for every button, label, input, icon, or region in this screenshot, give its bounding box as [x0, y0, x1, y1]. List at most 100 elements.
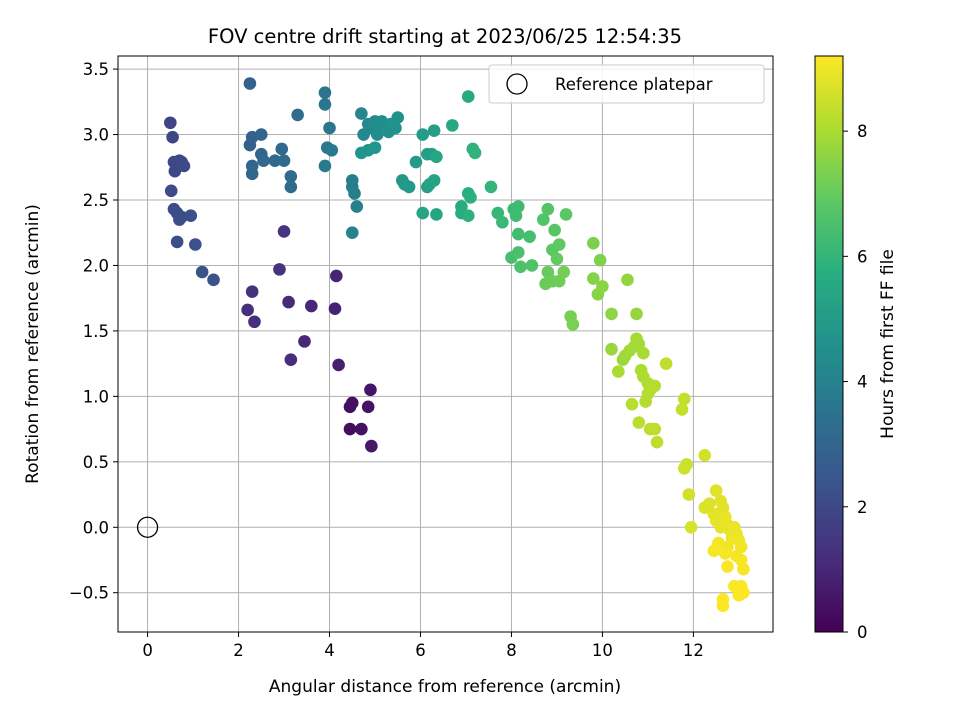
data-point: [402, 180, 416, 194]
data-point: [189, 238, 202, 251]
data-point: [391, 111, 405, 124]
colorbar: [814, 55, 844, 633]
data-point: [318, 86, 332, 99]
data-point: [550, 252, 564, 266]
data-point: [305, 299, 318, 313]
data-point: [721, 560, 734, 573]
data-point: [678, 392, 691, 406]
data-point: [318, 98, 332, 111]
data-point: [318, 159, 332, 173]
data-point: [170, 235, 184, 249]
data-point: [621, 273, 634, 287]
data-point: [625, 397, 639, 411]
data-point: [737, 562, 750, 576]
data-point: [284, 170, 298, 183]
data-point: [284, 353, 298, 367]
data-point: [536, 213, 550, 226]
x-tick-label: 8: [506, 641, 517, 660]
data-point: [328, 302, 342, 315]
data-point: [548, 223, 561, 237]
data-point: [345, 226, 359, 240]
y-axis-label: Rotation from reference (arcmin): [23, 204, 43, 484]
data-point: [291, 108, 304, 122]
y-tick-label: 1.5: [83, 322, 109, 341]
data-point: [277, 154, 291, 168]
data-point: [345, 396, 359, 410]
chart-title: FOV centre drift starting at 2023/06/25 …: [208, 25, 682, 48]
grid-lines: [118, 56, 773, 632]
data-point: [632, 416, 646, 429]
data-point: [325, 143, 339, 157]
plot-frame: [117, 55, 774, 633]
data-point: [195, 265, 209, 279]
data-point: [514, 260, 527, 274]
data-point: [596, 280, 609, 293]
x-axis-label: Angular distance from reference (arcmin): [269, 677, 621, 697]
data-point: [164, 184, 178, 198]
y-tick-label: 0.0: [83, 518, 109, 537]
x-tick-label: 6: [415, 641, 426, 660]
data-point: [164, 116, 177, 130]
data-point: [298, 335, 311, 348]
y-tick-label: 3.5: [83, 60, 109, 79]
y-tick-label: 1.0: [83, 387, 109, 406]
data-point: [511, 246, 525, 259]
data-point: [355, 422, 368, 436]
data-point: [330, 269, 343, 283]
data-point: [675, 403, 689, 416]
colorbar-label: Hours from first FF file: [878, 249, 898, 439]
colorbar-tick-label: 2: [857, 498, 868, 517]
data-point: [682, 488, 696, 501]
data-point: [348, 187, 361, 200]
data-point: [587, 272, 600, 285]
data-point: [257, 154, 270, 168]
data-point: [641, 387, 655, 401]
data-point: [587, 236, 600, 250]
x-tick-label: 4: [324, 641, 335, 660]
data-point: [509, 209, 523, 223]
data-point: [464, 191, 477, 204]
legend-box: [488, 64, 765, 104]
data-point: [343, 422, 357, 436]
data-point: [241, 303, 254, 317]
data-point: [468, 146, 482, 160]
data-point: [409, 155, 423, 169]
data-point: [427, 124, 441, 137]
data-point: [177, 159, 191, 173]
data-point: [284, 180, 298, 194]
data-point: [355, 107, 368, 120]
legend-label: Reference platepar: [555, 75, 713, 94]
data-point: [557, 265, 571, 279]
data-point: [430, 150, 443, 164]
data-point: [541, 202, 555, 216]
data-point: [659, 357, 673, 370]
data-point: [273, 263, 286, 276]
data-point: [484, 180, 498, 194]
data-point: [365, 439, 378, 453]
data-point: [703, 497, 716, 511]
colorbar-tick-label: 0: [857, 623, 868, 642]
data-point: [566, 318, 580, 331]
data-point: [254, 128, 268, 141]
data-point: [552, 238, 566, 251]
data-point: [612, 365, 625, 378]
data-point: [168, 164, 182, 178]
x-tick-label: 12: [683, 641, 704, 660]
data-point: [716, 599, 730, 613]
data-point: [245, 167, 259, 181]
data-point: [282, 295, 295, 309]
colorbar-tick-label: 6: [857, 247, 868, 266]
legend: Reference platepar: [488, 64, 765, 104]
y-tick-label: 0.5: [83, 453, 109, 472]
data-point: [446, 119, 459, 132]
data-point: [368, 141, 382, 154]
colorbar-tick-label: 8: [857, 122, 868, 141]
data-point: [648, 422, 662, 436]
data-point: [268, 154, 282, 168]
data-point: [525, 259, 539, 272]
data-point: [605, 342, 618, 356]
data-point: [698, 448, 712, 462]
data-point: [364, 383, 377, 397]
data-point: [709, 484, 723, 497]
